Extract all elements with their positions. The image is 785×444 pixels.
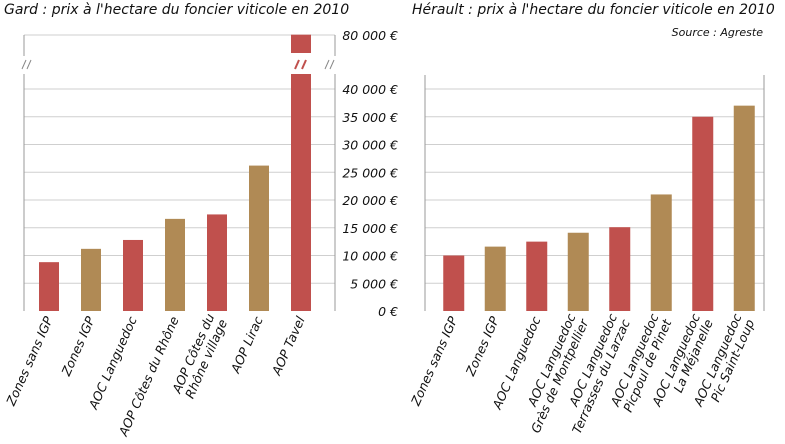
axis-break-mark <box>329 59 335 70</box>
bar <box>207 214 227 311</box>
bar <box>39 262 59 311</box>
x-tick-label: Zones IGP <box>58 314 98 379</box>
y-tick-label: 0 € <box>378 304 398 319</box>
x-tick-label: Zones IGP <box>462 314 502 379</box>
x-tick-label-line: Zones sans IGP <box>3 314 56 409</box>
gard-chart-title: Gard : prix à l'hectare du foncier vitic… <box>4 2 350 18</box>
bar <box>692 116 714 311</box>
y-tick-label: 25 000 € <box>342 165 398 180</box>
axis-break-mark <box>21 59 27 70</box>
bar <box>123 239 143 311</box>
y-tick-label: 20 000 € <box>342 193 398 208</box>
bar <box>291 74 311 311</box>
bar <box>165 218 185 311</box>
bar <box>733 105 755 312</box>
axis-break-mark <box>26 59 32 70</box>
x-tick-label-line: AOP Tavel <box>268 314 308 379</box>
herault-chart-title: Hérault : prix à l'hectare du foncier vi… <box>412 2 775 18</box>
bar-break-mark <box>294 59 300 70</box>
y-break-label: 80 000 € <box>342 28 398 43</box>
x-tick-label: AOP Lirac <box>227 314 266 376</box>
x-tick-label-line: AOP Lirac <box>227 314 266 376</box>
bar <box>291 34 311 53</box>
bar <box>567 232 589 311</box>
x-tick-label-line: Zones sans IGP <box>407 314 460 409</box>
y-tick-label: 30 000 € <box>342 138 398 153</box>
bar <box>609 227 631 311</box>
y-tick-label: 15 000 € <box>342 221 398 236</box>
source-note: Source : Agreste <box>671 26 763 39</box>
bar <box>526 241 548 311</box>
y-tick-label: 35 000 € <box>342 110 398 125</box>
bar <box>81 248 101 311</box>
y-tick-label: 10 000 € <box>342 249 398 264</box>
bar <box>484 246 506 311</box>
bar <box>650 194 672 311</box>
y-tick-label: 5 000 € <box>350 276 398 291</box>
y-tick-label: 40 000 € <box>342 82 398 97</box>
axis-break-mark <box>324 59 330 70</box>
bar <box>443 255 465 311</box>
x-tick-label: Zones sans IGP <box>407 314 460 409</box>
x-tick-label-line: Zones IGP <box>462 314 502 379</box>
x-tick-label: AOP Tavel <box>268 314 308 379</box>
x-tick-label-line: Zones IGP <box>58 314 98 379</box>
bar <box>249 165 269 311</box>
bar-break-mark <box>301 59 307 70</box>
x-tick-label: Zones sans IGP <box>3 314 56 409</box>
